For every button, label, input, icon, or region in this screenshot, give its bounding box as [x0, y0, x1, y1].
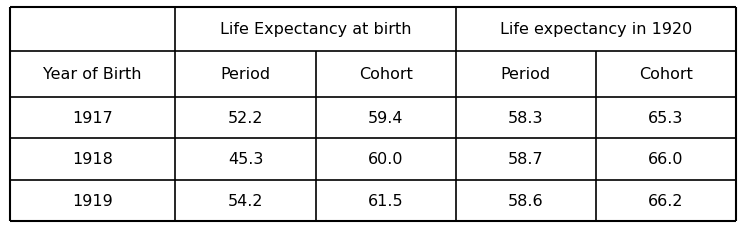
Text: 1918: 1918 [72, 152, 113, 166]
Text: Year of Birth: Year of Birth [43, 67, 142, 82]
Text: 58.7: 58.7 [508, 152, 544, 166]
Text: Cohort: Cohort [639, 67, 693, 82]
Text: Life expectancy in 1920: Life expectancy in 1920 [500, 22, 692, 37]
Text: 59.4: 59.4 [368, 110, 404, 125]
Text: Period: Period [501, 67, 551, 82]
Text: Period: Period [221, 67, 271, 82]
Text: 61.5: 61.5 [368, 193, 404, 208]
Text: 66.2: 66.2 [648, 193, 683, 208]
Text: 65.3: 65.3 [648, 110, 683, 125]
Text: 52.2: 52.2 [228, 110, 263, 125]
Text: 1919: 1919 [72, 193, 113, 208]
Text: Life Expectancy at birth: Life Expectancy at birth [220, 22, 411, 37]
Text: 54.2: 54.2 [228, 193, 263, 208]
Text: 45.3: 45.3 [228, 152, 263, 166]
Text: 58.6: 58.6 [508, 193, 544, 208]
Text: 1917: 1917 [72, 110, 113, 125]
Text: 60.0: 60.0 [368, 152, 404, 166]
Text: Cohort: Cohort [359, 67, 413, 82]
Text: 66.0: 66.0 [648, 152, 683, 166]
Text: 58.3: 58.3 [508, 110, 544, 125]
